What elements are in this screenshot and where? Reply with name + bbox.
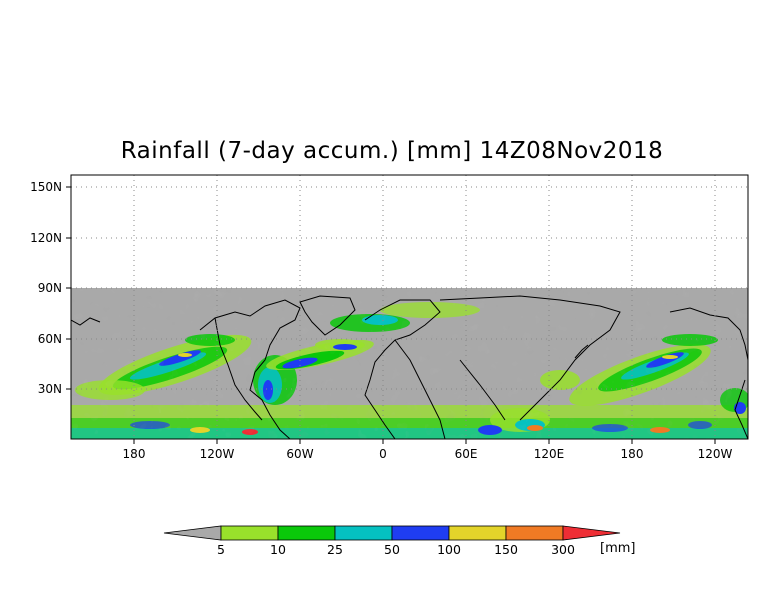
colorbar-label: 10: [270, 542, 286, 557]
lat-label: 30N: [38, 382, 62, 396]
lon-label: 60W: [286, 447, 313, 461]
colorbar-swatch: [220, 525, 279, 541]
lon-label: 0: [379, 447, 387, 461]
colorbar-swatch: [334, 525, 393, 541]
map-title: Rainfall (7-day accum.) [mm] 14Z08Nov201…: [120, 138, 664, 164]
lat-label: 60N: [38, 332, 62, 346]
lon-label: 120W: [698, 447, 733, 461]
lat-label: 90N: [38, 281, 62, 295]
colorbar-label: 300: [551, 542, 575, 557]
colorbar-label: 5: [217, 542, 225, 557]
lon-label: 60E: [455, 447, 478, 461]
colorbar-label: 100: [437, 542, 461, 557]
lat-label: 150N: [30, 180, 62, 194]
lon-label: 120E: [534, 447, 565, 461]
colorbar-low-arrow: [163, 525, 222, 541]
lon-label: 180: [123, 447, 146, 461]
precipitation-field: [71, 288, 748, 439]
colorbar-label: 50: [384, 542, 400, 557]
colorbar: [163, 525, 621, 541]
lat-label: 120N: [30, 231, 62, 245]
lon-label: 120W: [200, 447, 235, 461]
colorbar-swatch: [277, 525, 336, 541]
colorbar-high-arrow: [562, 525, 621, 541]
colorbar-label: 25: [327, 542, 343, 557]
lon-label: 180: [621, 447, 644, 461]
coastlines: [71, 295, 748, 439]
graticule: [71, 175, 748, 439]
colorbar-swatch: [391, 525, 450, 541]
colorbar-swatch: [448, 525, 507, 541]
colorbar-unit: [mm]: [600, 541, 636, 556]
colorbar-label: 150: [494, 542, 518, 557]
colorbar-swatch: [505, 525, 564, 541]
